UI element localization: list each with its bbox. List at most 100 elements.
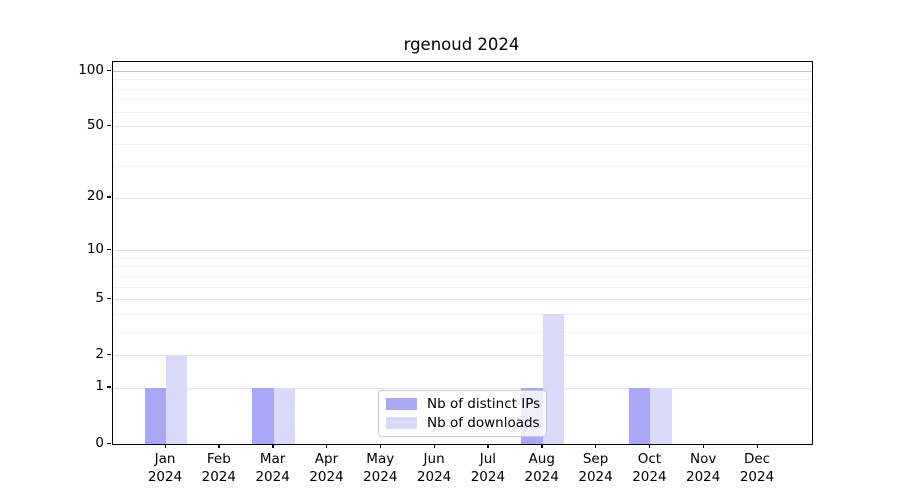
y-tick-label: 100 (78, 61, 104, 78)
x-tick-label: Sep 2024 (567, 451, 625, 486)
y-tick-label: 2 (95, 345, 104, 362)
bar-distinct-ips (252, 387, 274, 444)
y-tick-label: 1 (95, 378, 104, 395)
minor-gridline (113, 143, 812, 145)
x-tick-mark (541, 444, 543, 449)
minor-gridline (113, 257, 812, 259)
x-tick-mark (379, 444, 382, 449)
y-tick-label: 5 (95, 289, 104, 306)
x-tick-year: 2024 (632, 468, 667, 485)
major-gridline (113, 126, 812, 128)
x-tick-label: Dec 2024 (728, 451, 786, 486)
x-tick-year: 2024 (739, 468, 775, 485)
x-tick-mark (433, 444, 435, 449)
y-tick-label: 0 (95, 434, 104, 451)
x-tick-year: 2024 (363, 468, 398, 485)
y-tick-label: 10 (86, 240, 104, 257)
x-tick-label: Jul 2024 (459, 451, 517, 486)
minor-gridline (113, 88, 812, 90)
x-tick-mark (487, 444, 489, 449)
x-tick-month: Jan (154, 451, 176, 467)
x-tick-mark (648, 444, 651, 449)
x-tick-month: Sep (582, 451, 609, 467)
x-tick-year: 2024 (524, 468, 559, 485)
minor-gridline (113, 166, 812, 168)
y-tick-mark (107, 386, 111, 388)
legend: Nb of distinct IPs Nb of downloads (378, 390, 547, 437)
major-gridline (113, 387, 812, 389)
bar-downloads (542, 313, 565, 444)
x-tick-month: Aug (528, 451, 555, 467)
x-tick-label: Feb 2024 (190, 451, 248, 486)
x-tick-year: 2024 (578, 468, 613, 485)
x-tick-month: Mar (259, 451, 286, 467)
x-tick-year: 2024 (147, 468, 183, 485)
x-tick-month: Oct (637, 451, 662, 467)
y-tick-mark (107, 442, 111, 444)
x-tick-mark (218, 444, 220, 449)
x-tick-year: 2024 (201, 468, 236, 485)
x-tick-mark (325, 444, 328, 449)
bar-downloads (166, 355, 188, 444)
plot-area (112, 61, 813, 445)
minor-gridline (113, 99, 812, 101)
major-gridline (113, 71, 812, 72)
x-tick-year: 2024 (416, 468, 452, 485)
x-tick-label: May 2024 (351, 451, 409, 486)
legend-swatch-downloads-icon (386, 417, 417, 429)
minor-gridline (113, 286, 812, 288)
bar-distinct-ips (144, 387, 166, 444)
legend-item-distinct-ips: Nb of distinct IPs (386, 396, 541, 412)
x-tick-month: Dec (743, 451, 771, 467)
y-tick-label: 50 (86, 116, 104, 133)
minor-gridline (113, 331, 812, 333)
x-tick-month: Nov (690, 451, 717, 467)
x-tick-year: 2024 (309, 468, 344, 485)
legend-label-downloads: Nb of downloads (427, 415, 540, 431)
x-tick-label: Oct 2024 (620, 451, 678, 486)
y-tick-label: 20 (86, 188, 104, 205)
x-tick-label: Mar 2024 (244, 451, 302, 486)
x-tick-year: 2024 (686, 468, 721, 485)
x-tick-year: 2024 (255, 468, 290, 485)
chart-title: rgenoud 2024 (403, 35, 520, 54)
x-tick-mark (595, 444, 597, 449)
legend-swatch-distinct-ips-icon (386, 398, 417, 410)
x-tick-label: Nov 2024 (674, 451, 732, 486)
major-gridline (113, 355, 812, 357)
major-gridline (113, 250, 812, 252)
x-tick-month: Apr (314, 451, 339, 467)
bar-downloads (650, 387, 672, 444)
x-tick-month: Feb (206, 451, 231, 467)
x-tick-label: Apr 2024 (297, 451, 355, 486)
y-tick-mark (107, 69, 111, 71)
y-tick-mark (107, 248, 111, 251)
y-tick-mark (107, 353, 111, 356)
minor-gridline (113, 111, 812, 113)
bar-downloads (273, 387, 295, 444)
x-tick-label: Jun 2024 (405, 451, 463, 486)
y-tick-mark (107, 124, 111, 127)
minor-gridline (113, 266, 812, 268)
x-tick-mark (164, 444, 166, 449)
x-tick-year: 2024 (470, 468, 506, 485)
x-tick-mark (756, 444, 758, 449)
minor-gridline (113, 275, 812, 277)
minor-gridline (113, 79, 812, 81)
y-tick-mark (107, 297, 111, 300)
x-tick-month: May (366, 451, 395, 467)
x-tick-label: Jan 2024 (136, 451, 194, 486)
bar-distinct-ips (629, 387, 651, 444)
y-tick-mark (107, 196, 111, 198)
major-gridline (113, 299, 812, 301)
x-tick-label: Aug 2024 (513, 451, 571, 486)
major-gridline (113, 197, 812, 199)
x-tick-month: Jun (423, 451, 445, 467)
x-tick-mark (272, 444, 274, 449)
x-tick-month: Jul (479, 451, 497, 467)
minor-gridline (113, 313, 812, 315)
legend-item-downloads: Nb of downloads (386, 415, 540, 431)
x-tick-mark (702, 444, 705, 449)
legend-label-distinct-ips: Nb of distinct IPs (427, 396, 541, 412)
